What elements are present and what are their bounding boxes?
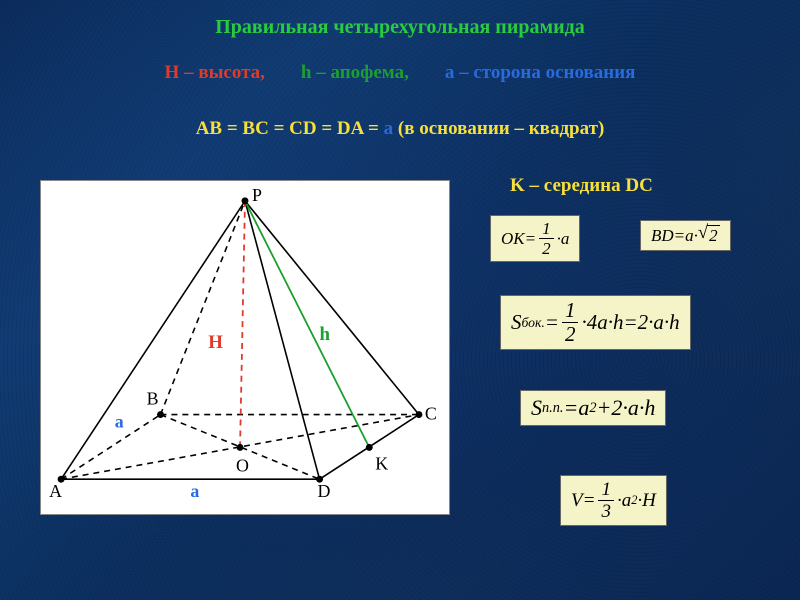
eq-rhs: (в основании – квадрат) xyxy=(393,118,604,139)
svg-text:A: A xyxy=(49,481,62,501)
pyramid-svg: A D C B P O K Hh a a xyxy=(41,181,449,514)
legend-H: H – высота, xyxy=(165,62,265,84)
svg-text:B: B xyxy=(147,389,159,409)
svg-text:a: a xyxy=(190,481,199,501)
formula-BD: BD = a · √ 2 xyxy=(640,220,731,251)
formula-OK: OK = 1 2 · a xyxy=(490,215,580,262)
svg-text:a: a xyxy=(115,412,124,432)
formula-S-lateral: Sбок. = 1 2 · 4 a · h = 2 · a · h xyxy=(500,295,691,350)
eq-lhs: AB = BC = CD = DA = xyxy=(196,118,384,139)
svg-text:h: h xyxy=(320,324,331,345)
fraction: 1 2 xyxy=(539,220,554,257)
svg-text:D: D xyxy=(318,481,331,501)
formula-V: V = 1 3 · a2 · H xyxy=(560,475,667,526)
eq-a: a xyxy=(384,118,394,139)
k-midpoint-label: K – середина DC xyxy=(510,175,653,197)
svg-text:H: H xyxy=(208,332,223,353)
svg-text:C: C xyxy=(425,404,437,424)
base-equation: AB = BC = CD = DA = a (в основании – ква… xyxy=(0,118,800,140)
title-text: Правильная четырехугольная пирамида xyxy=(215,16,584,38)
svg-text:O: O xyxy=(236,455,249,475)
formula-S-full: Sп.п. = a2 + 2 · a · h xyxy=(520,390,666,426)
legend-a: a – сторона основания xyxy=(445,62,636,84)
svg-text:P: P xyxy=(252,185,262,205)
legend-row: H – высота, h – апофема, a – сторона осн… xyxy=(0,62,800,84)
legend-h: h – апофема, xyxy=(301,62,409,84)
svg-text:K: K xyxy=(375,453,388,473)
sqrt: √ 2 xyxy=(698,225,720,246)
page-title: Правильная четырехугольная пирамида xyxy=(0,16,800,39)
pyramid-diagram: A D C B P O K Hh a a xyxy=(40,180,450,515)
